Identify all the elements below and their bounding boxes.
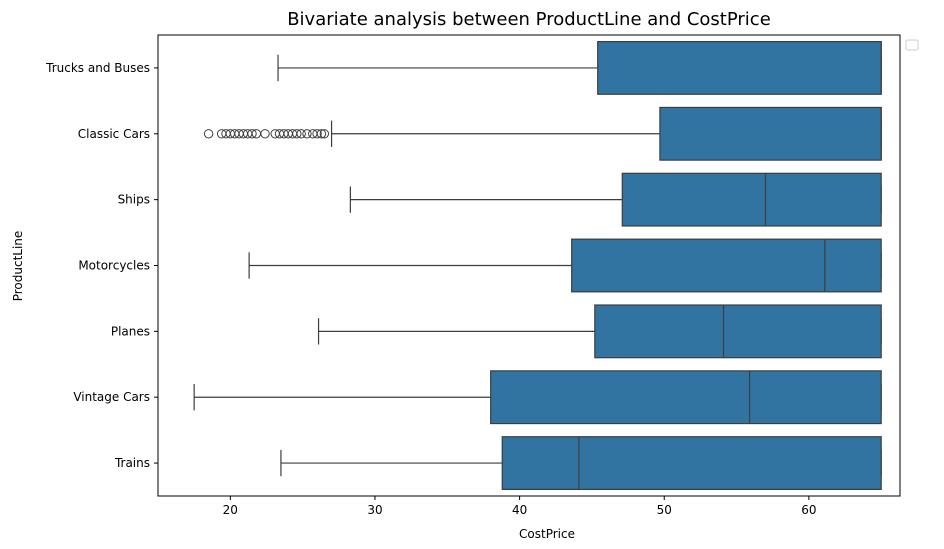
box-2 <box>349 172 882 227</box>
box-6 <box>280 436 882 491</box>
box-0 <box>277 40 882 95</box>
y-tick-label: Trains <box>114 456 150 470</box>
outlier-point <box>292 129 302 139</box>
box-4 <box>317 304 882 359</box>
y-axis-ticks: Trucks and Buses Classic Cars Ships Motorcy… <box>45 61 158 470</box>
plot-frame <box>157 34 901 497</box>
outlier-point <box>296 129 306 139</box>
box-group <box>193 40 882 491</box>
iqr-box <box>597 40 882 95</box>
x-tick-label: 50 <box>657 503 672 517</box>
outlier-point <box>319 129 330 139</box>
outlier-point <box>316 129 327 139</box>
iqr-box <box>594 304 882 359</box>
x-tick-label: 20 <box>223 503 238 517</box>
x-axis-ticks: 20 30 40 50 60 <box>223 496 817 517</box>
outlier-point <box>247 129 257 139</box>
y-tick-label: Classic Cars <box>78 127 150 141</box>
box-5 <box>193 370 882 425</box>
box-1 <box>203 106 882 161</box>
iqr-box <box>621 172 882 227</box>
outlier-point <box>203 129 214 139</box>
iqr-box <box>571 238 882 293</box>
x-tick-label: 40 <box>512 503 527 517</box>
chart-title: Bivariate analysis between ProductLine a… <box>287 9 771 30</box>
iqr-box <box>490 370 882 425</box>
y-tick-label: Planes <box>111 324 150 338</box>
x-tick-label: 30 <box>367 503 382 517</box>
y-tick-label: Motorcycles <box>78 259 150 273</box>
x-axis-label: CostPrice <box>519 527 575 541</box>
iqr-box <box>501 436 882 491</box>
y-tick-label: Vintage Cars <box>73 390 150 404</box>
plot-area: Trucks and Buses Classic Cars Ships Motorcy… <box>45 34 919 517</box>
outlier-point <box>260 129 270 139</box>
iqr-box <box>659 106 882 161</box>
outlier-point <box>302 129 312 139</box>
y-tick-label: Ships <box>118 193 150 207</box>
box-3 <box>248 238 882 293</box>
y-axis-label: ProductLine <box>11 231 25 302</box>
outlier-point <box>312 129 322 139</box>
x-tick-label: 60 <box>801 503 816 517</box>
y-tick-label: Trucks and Buses <box>45 61 150 75</box>
legend-box <box>905 39 919 51</box>
